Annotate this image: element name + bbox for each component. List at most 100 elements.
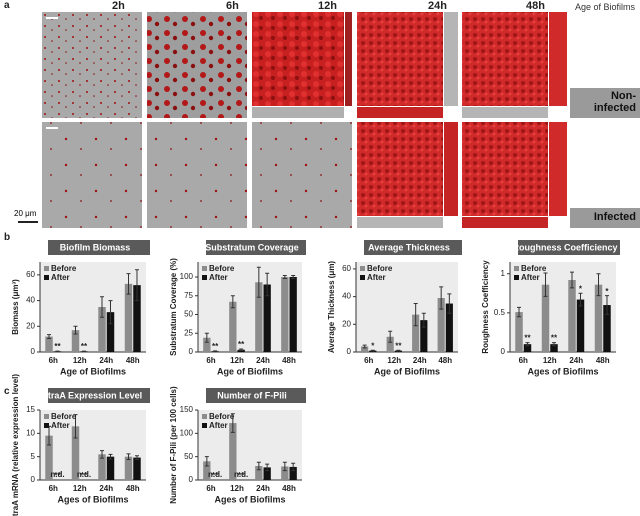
bar — [550, 344, 558, 352]
row-label: Infected — [570, 208, 640, 228]
image — [252, 122, 352, 228]
chart-title: Roughness Coefficiency — [512, 242, 617, 252]
error-bar — [256, 266, 261, 298]
chart-title-box — [48, 388, 150, 403]
x-tick-label: 24h — [99, 356, 113, 365]
legend-swatch — [514, 275, 519, 280]
x-tick-label: 12h — [73, 356, 87, 365]
x-tick-label: 12h — [387, 356, 401, 365]
error-bar — [100, 450, 105, 459]
legend-swatch — [202, 414, 207, 419]
legend-label: Before — [51, 264, 77, 273]
legend-label: Before — [367, 264, 393, 273]
x-axis-label: Ages of Biofilms — [57, 494, 128, 504]
significance: ** — [551, 334, 558, 343]
error-bar — [291, 462, 296, 472]
y-tick-label: 100 — [180, 428, 194, 437]
age-header: 48h — [526, 0, 545, 12]
error-bar — [551, 342, 556, 347]
image — [252, 12, 344, 106]
legend-label: After — [51, 273, 70, 282]
error-bar — [126, 453, 131, 460]
chart-title-box — [518, 240, 620, 255]
bar — [124, 456, 133, 480]
chart-title-box — [364, 240, 462, 255]
image — [357, 122, 443, 216]
nd-label: n.d. — [50, 470, 64, 479]
error-bar — [396, 349, 401, 352]
y-tick-label: 150 — [180, 405, 194, 414]
error-bar — [134, 269, 139, 302]
x-tick-label: 24h — [99, 484, 113, 493]
legend-swatch — [44, 423, 49, 428]
error-bar — [282, 461, 287, 472]
x-tick-label: 6h — [49, 356, 58, 365]
x-tick-label: 6h — [364, 356, 373, 365]
error-bar — [570, 271, 575, 289]
scale-bar-label: 20 μm — [14, 209, 37, 218]
error-bar — [55, 350, 60, 353]
image — [357, 217, 443, 228]
error-bar — [239, 348, 244, 351]
image — [357, 12, 443, 106]
legend-label: Before — [521, 264, 547, 273]
significance: ** — [395, 341, 402, 350]
y-tick-label: 0 — [31, 475, 36, 484]
age-caption: Age of Biofilms — [574, 2, 636, 12]
panel-label: b — [4, 232, 11, 243]
x-tick-label: 6h — [206, 484, 215, 493]
age-header: 6h — [226, 0, 239, 12]
chart-title-box — [206, 388, 306, 403]
error-bar — [596, 273, 601, 297]
error-bar — [134, 455, 139, 460]
error-bar — [439, 286, 444, 310]
bar — [203, 337, 211, 352]
error-bar — [265, 463, 270, 472]
y-tick-label: 25 — [184, 328, 193, 337]
bar — [98, 454, 106, 480]
image — [462, 217, 548, 228]
x-tick-label: 24h — [256, 484, 270, 493]
x-tick-label: 48h — [126, 484, 140, 493]
error-bar — [73, 414, 78, 439]
bar — [71, 330, 80, 352]
x-tick-label: 12h — [230, 356, 244, 365]
y-tick-label: 100 — [180, 272, 194, 281]
error-bar — [282, 275, 287, 279]
error-bar — [362, 344, 367, 349]
panel-label: c — [4, 386, 10, 397]
image — [462, 122, 548, 216]
bar — [229, 301, 237, 352]
error-bar — [517, 306, 522, 318]
nd-label: n.d. — [234, 470, 248, 479]
error-bar — [204, 332, 209, 343]
legend-swatch — [202, 275, 207, 280]
y-tick-label: 40 — [342, 292, 351, 301]
nd-label: n.d. — [208, 470, 222, 479]
error-bar — [108, 300, 113, 325]
error-bar — [265, 272, 270, 297]
error-bar — [291, 275, 296, 279]
error-bar — [370, 349, 375, 352]
x-tick-label: 24h — [256, 356, 270, 365]
y-tick-label: 15 — [26, 405, 35, 414]
bar — [203, 461, 211, 480]
error-bar — [388, 330, 393, 343]
x-axis-label: Age of Biofilms — [60, 366, 126, 376]
image — [357, 107, 443, 118]
chart-title: Substratum Coverage — [205, 242, 299, 252]
bar — [523, 344, 532, 352]
error-bar — [543, 272, 548, 297]
error-bar — [413, 303, 418, 327]
error-bar — [73, 325, 78, 335]
bar — [445, 303, 453, 352]
image — [549, 122, 567, 216]
legend-label: After — [209, 421, 228, 430]
significance: ** — [81, 342, 88, 351]
image — [147, 12, 247, 118]
y-tick-label: 0 — [501, 347, 506, 356]
y-axis-label: Number of F-Pili (per 100 cells) — [169, 386, 178, 504]
error-bar — [447, 293, 452, 314]
x-tick-label: 48h — [596, 356, 610, 365]
